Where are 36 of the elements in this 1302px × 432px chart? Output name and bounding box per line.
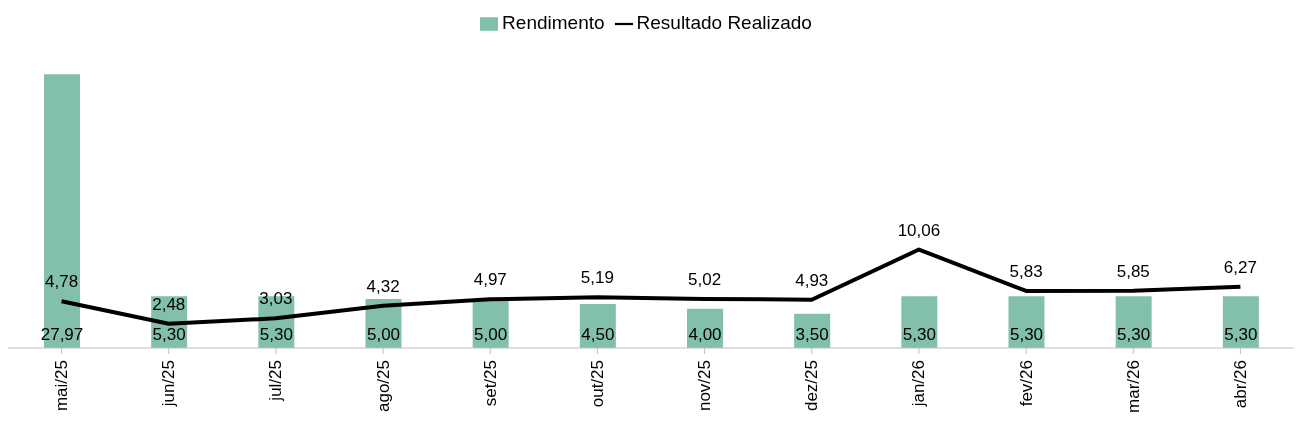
legend-label: Rendimento bbox=[502, 12, 605, 33]
data-label: 3,50 bbox=[795, 325, 829, 344]
data-label: 5,00 bbox=[474, 325, 508, 344]
data-label: 10,06 bbox=[897, 220, 941, 240]
data-label: 5,19 bbox=[580, 268, 614, 288]
data-label: 4,00 bbox=[688, 325, 722, 344]
data-label: 4,32 bbox=[366, 276, 400, 296]
x-tick-label: dez/25 bbox=[802, 360, 822, 412]
x-tick-label: jan/26 bbox=[909, 360, 929, 408]
data-label: 5,00 bbox=[366, 325, 401, 344]
x-tick-label: out/25 bbox=[587, 360, 607, 408]
data-label: 5,30 bbox=[152, 325, 186, 344]
x-tick-label: set/25 bbox=[480, 360, 500, 407]
data-label: 5,85 bbox=[1116, 261, 1150, 281]
data-label: 6,27 bbox=[1223, 257, 1257, 277]
x-tick-label: fev/26 bbox=[1016, 360, 1036, 407]
data-label: 5,02 bbox=[688, 269, 722, 289]
data-label: 4,97 bbox=[473, 270, 507, 290]
data-label: 5,30 bbox=[1224, 325, 1258, 344]
x-tick-label: mai/25 bbox=[52, 360, 72, 412]
data-label: 4,50 bbox=[581, 325, 615, 344]
x-tick-label: nov/25 bbox=[695, 360, 715, 412]
x-tick-label: jun/25 bbox=[159, 360, 179, 408]
data-label: 4,78 bbox=[45, 272, 79, 292]
legend-label: Resultado Realizado bbox=[636, 12, 812, 33]
data-label: 5,30 bbox=[259, 325, 293, 344]
x-tick-label: jul/25 bbox=[266, 360, 286, 402]
data-label: 2,48 bbox=[152, 294, 186, 314]
data-label: 5,30 bbox=[1117, 325, 1151, 344]
data-label: 5,30 bbox=[902, 325, 936, 344]
x-tick-label: ago/25 bbox=[373, 360, 393, 412]
data-label: 4,93 bbox=[795, 270, 829, 290]
x-tick-label: abr/26 bbox=[1230, 360, 1250, 409]
data-label: 5,30 bbox=[1009, 325, 1044, 344]
data-label: 5,83 bbox=[1009, 261, 1043, 281]
x-tick-label: mar/26 bbox=[1123, 360, 1143, 413]
